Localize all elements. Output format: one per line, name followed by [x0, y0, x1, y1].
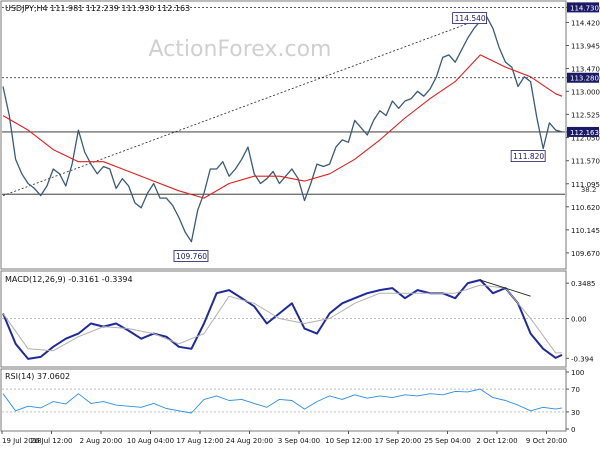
macd-axis-tick-label: -0.394: [571, 355, 594, 363]
x-tick-label: 19 Jul 2018: [2, 437, 42, 445]
x-tick-label: 24 Aug 20:00: [226, 437, 273, 445]
price-panel-header: USDJPY,H4 111.981 112.239 111.930 112.16…: [5, 4, 190, 13]
macd-line: [2, 279, 563, 360]
macd-axis-tick-label: 0.3485: [571, 280, 596, 288]
macd-signal-line: [2, 284, 562, 354]
price-level-box: [452, 12, 488, 25]
macd-panel-header: MACD(12,26,9) -0.3161 -0.3394: [5, 275, 133, 284]
rsi-panel-header: RSI(14) 37.0602: [5, 372, 70, 381]
price-highlight-label: 112.163: [570, 129, 599, 137]
x-tick-label: 10 Sep 12:00: [325, 437, 372, 445]
rsi-series: [2, 388, 565, 414]
price-panel-frame: [0, 0, 567, 270]
price-highlight-label: 114.730: [570, 4, 599, 12]
price-axis-tick-label: 113.470: [571, 66, 600, 74]
price-level-label: 111.820: [513, 152, 544, 161]
x-tick-label: 10 Aug 04:00: [127, 437, 174, 445]
rsi-axis-tick-label: 0: [571, 426, 575, 434]
divergence-line: [480, 279, 531, 297]
x-tick-label: 2 Aug 20:00: [80, 437, 123, 445]
x-tick-label: 26 Jul 12:00: [31, 437, 73, 445]
price-series: [2, 15, 563, 243]
price-axis-tick-label: 112.050: [571, 134, 600, 142]
macd-y-axis: 0.3485 0.00 -0.394: [566, 280, 596, 363]
price-level-box: [510, 150, 546, 162]
macd-axis-tick-label: 0.00: [571, 315, 587, 323]
price-highlight-box: [567, 72, 599, 83]
x-tick-label: 25 Sep 04:00: [424, 437, 471, 445]
x-tick-label: 17 Aug 12:00: [176, 437, 223, 445]
rsi-axis-tick-label: 30: [571, 409, 580, 417]
price-axis-tick-label: 113.000: [571, 88, 600, 96]
trendline: [2, 16, 487, 197]
price-reference-lines: [2, 6, 565, 197]
price-axis-tick-label: 113.945: [571, 42, 600, 50]
x-tick-label: 17 Sep 20:00: [375, 437, 422, 445]
usdjpy-price-line: [2, 15, 563, 243]
price-highlight-label: 113.280: [570, 75, 599, 83]
price-axis-tick-label: 110.145: [571, 227, 600, 235]
price-axis-tick-label: 114.420: [571, 19, 600, 27]
rsi-line: [2, 388, 563, 414]
price-highlight-box: [567, 2, 599, 13]
price-level-label: 109.760: [176, 252, 207, 261]
price-axis-tick-label: 111.570: [571, 158, 600, 166]
x-tick-label: 2 Oct 12:00: [476, 437, 517, 445]
fibonacci-label: 38.2: [581, 186, 597, 194]
x-tick-label: 3 Sep 04:00: [278, 437, 320, 445]
moving-average-line: [2, 54, 563, 199]
watermark: ActionForex.com: [149, 37, 332, 62]
price-level-box: [173, 250, 209, 262]
price-axis-tick-label: 110.620: [571, 204, 600, 212]
price-axis-tick-label: 112.525: [571, 111, 600, 119]
rsi-y-axis: 100 70 30 0: [566, 369, 584, 434]
macd-series: [2, 279, 565, 360]
x-tick-label: 9 Oct 20:00: [526, 437, 567, 445]
rsi-axis-tick-label: 70: [571, 386, 580, 394]
rsi-axis-tick-label: 100: [571, 369, 584, 377]
price-axis-tick-label: 109.670: [571, 250, 600, 258]
price-axis-tick-label: 111.095: [571, 181, 600, 189]
price-level-label: 114.540: [455, 14, 486, 23]
price-annotations: 114.540 111.820 109.760 38.2: [173, 12, 597, 262]
price-highlight-box: [567, 126, 599, 137]
